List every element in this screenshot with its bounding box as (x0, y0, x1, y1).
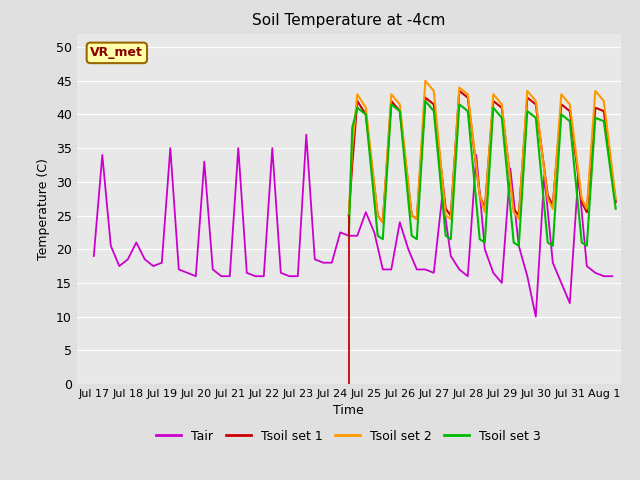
X-axis label: Time: Time (333, 405, 364, 418)
Y-axis label: Temperature (C): Temperature (C) (37, 158, 51, 260)
Title: Soil Temperature at -4cm: Soil Temperature at -4cm (252, 13, 445, 28)
Legend: Tair, Tsoil set 1, Tsoil set 2, Tsoil set 3: Tair, Tsoil set 1, Tsoil set 2, Tsoil se… (152, 425, 546, 448)
Text: VR_met: VR_met (90, 47, 143, 60)
